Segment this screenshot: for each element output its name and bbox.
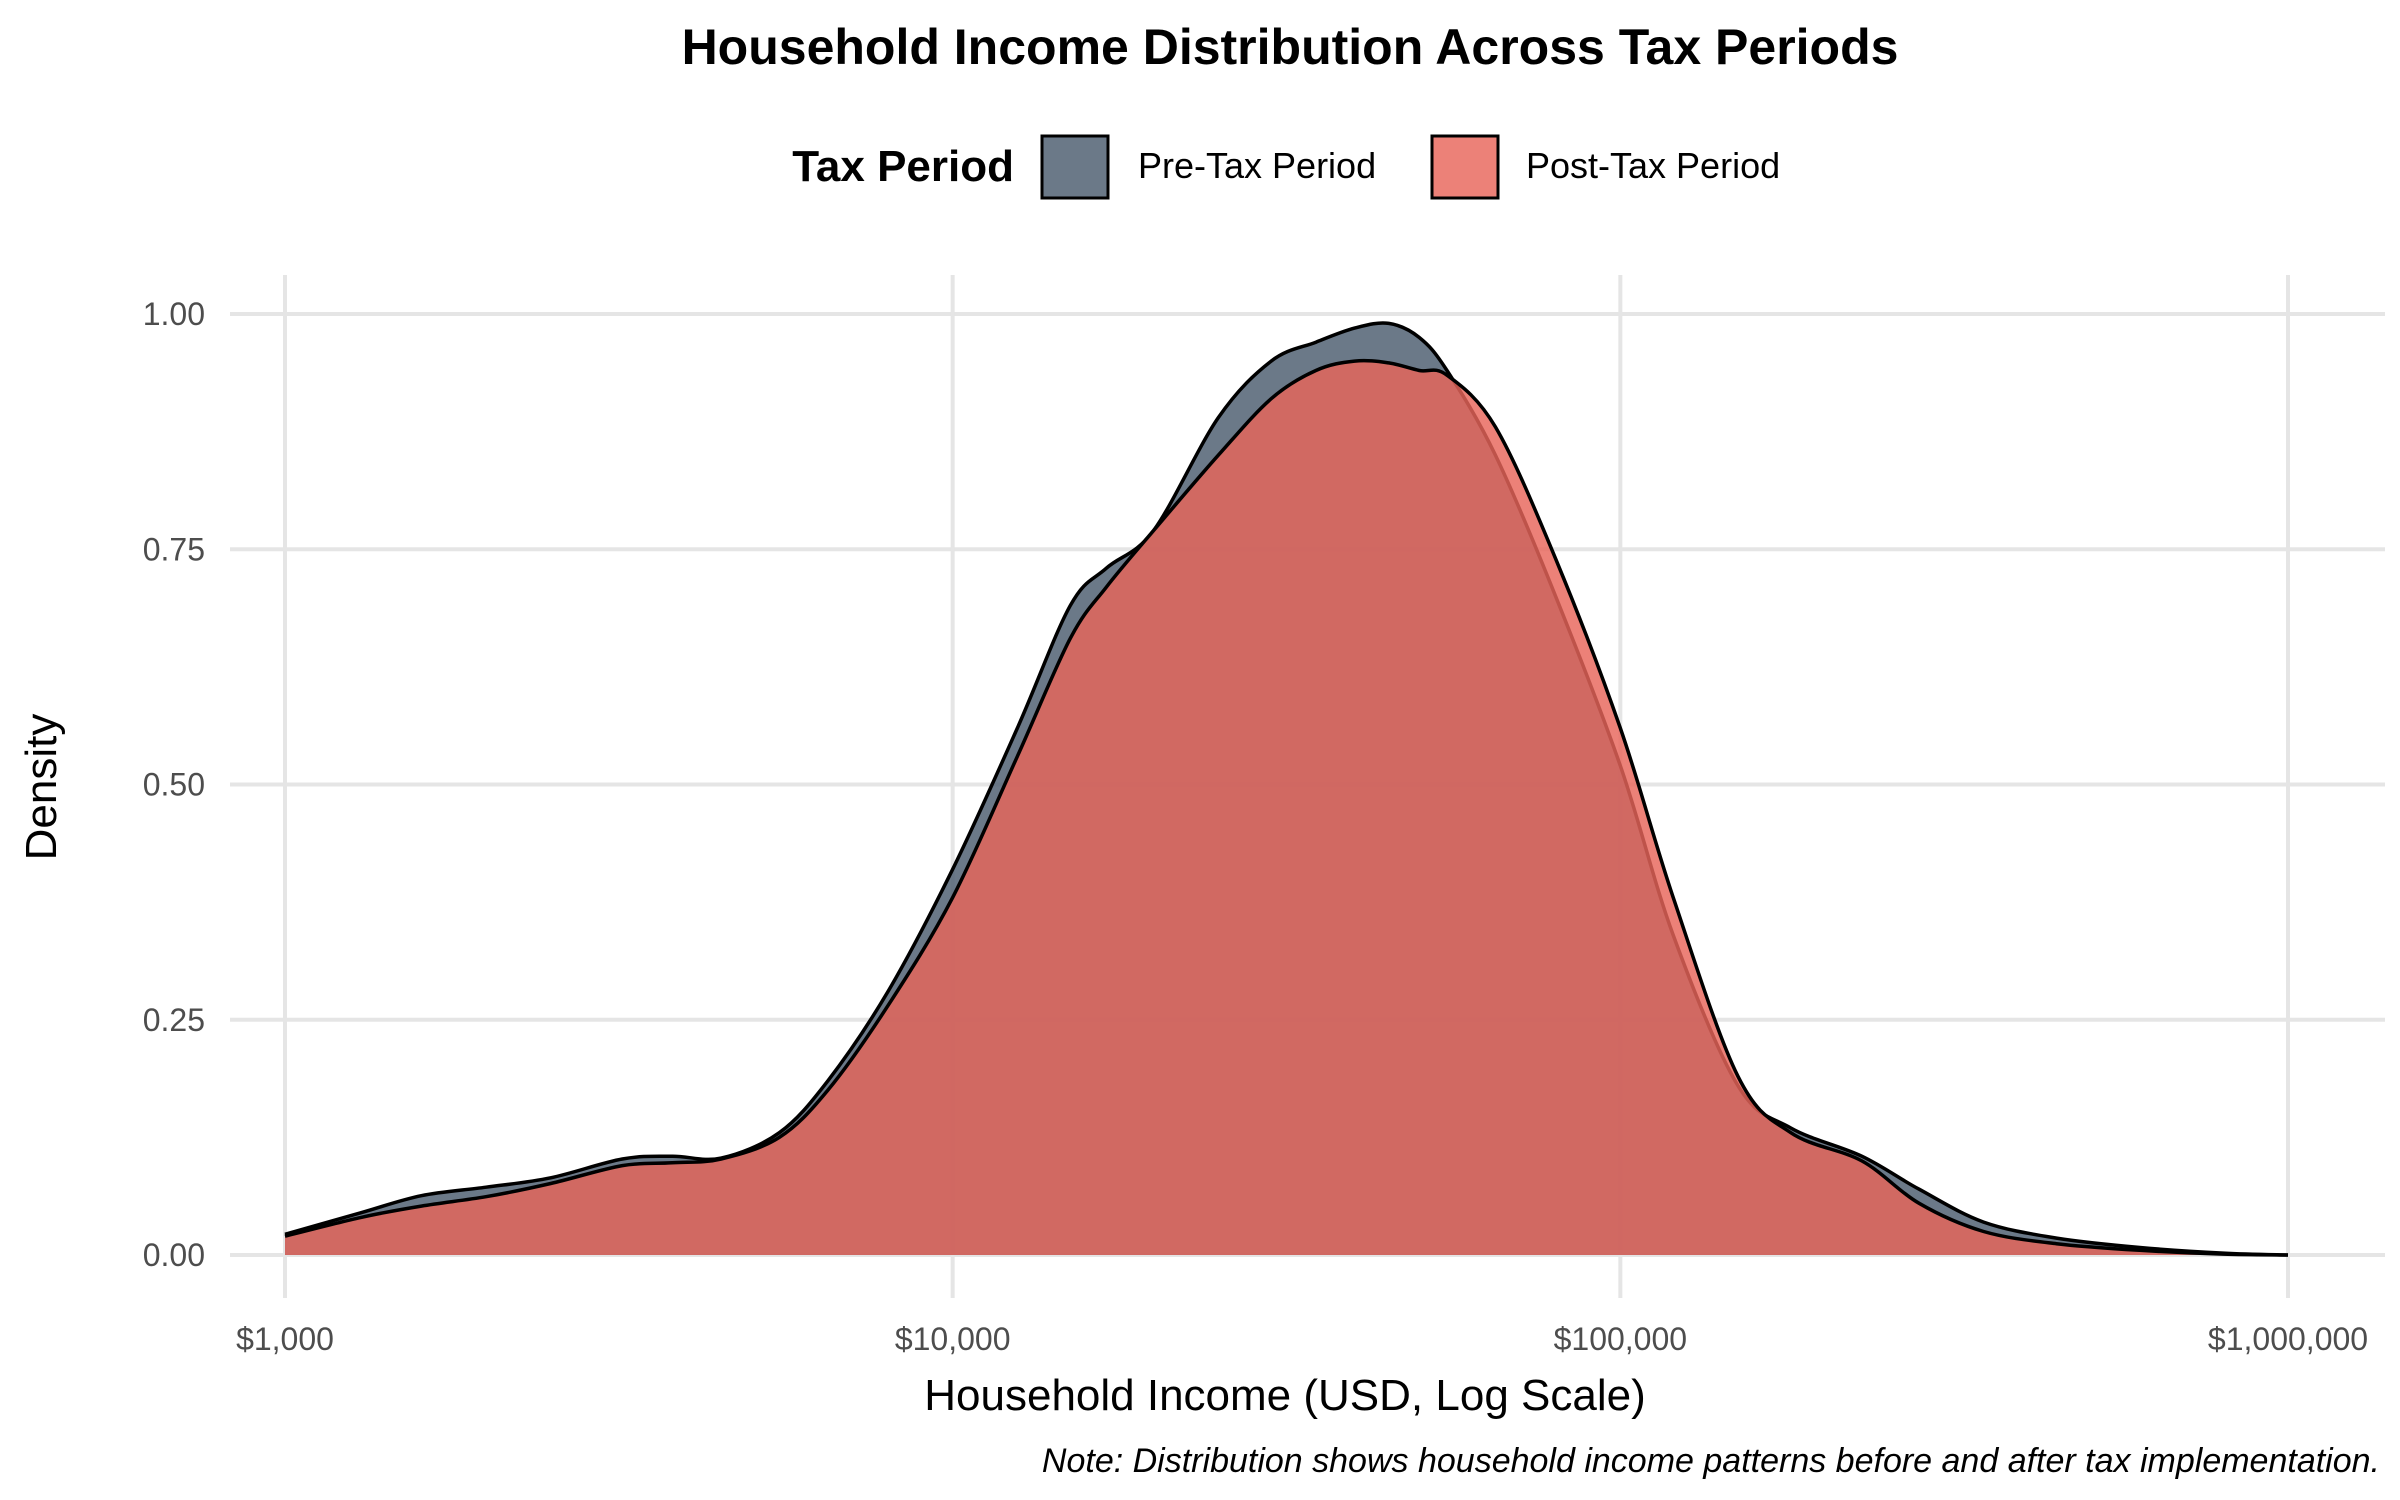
y-tick-label: 0.25 [143,1002,205,1038]
x-tick-label: $10,000 [895,1321,1011,1357]
legend-swatch-post-tax [1430,134,1500,200]
axis-ticks: 0.00 0.25 0.50 0.75 1.00 $1,000 $10,000 $100,00… [143,296,2368,1357]
density-area-post-tax-period [285,360,2288,1256]
y-tick-label: 0.50 [143,767,205,803]
x-tick-label: $100,000 [1554,1321,1687,1357]
density-outline-post-tax-period [284,358,2289,1257]
chart-title: Household Income Distribution Across Tax… [682,19,1899,75]
x-tick-label: $1,000 [236,1321,334,1357]
legend-label-post-tax: Post-Tax Period [1526,145,1780,186]
legend-label-pre-tax: Pre-Tax Period [1138,145,1376,186]
density-outline-pre-tax-period [284,321,2289,1257]
x-tick-label: $1,000,000 [2208,1321,2368,1357]
y-tick-label: 0.00 [143,1237,205,1273]
x-axis-title: Household Income (USD, Log Scale) [924,1371,1645,1420]
legend-swatch-pre-tax [1040,134,1110,200]
legend-title: Tax Period [792,142,1014,191]
legend: Tax Period Pre-Tax Period Post-Tax Perio… [792,134,1780,200]
density-areas [284,321,2289,1257]
y-axis-title: Density [17,714,66,861]
y-tick-label: 1.00 [143,296,205,332]
y-tick-label: 0.75 [143,531,205,567]
chart-note: Note: Distribution shows household incom… [1042,1442,2380,1480]
